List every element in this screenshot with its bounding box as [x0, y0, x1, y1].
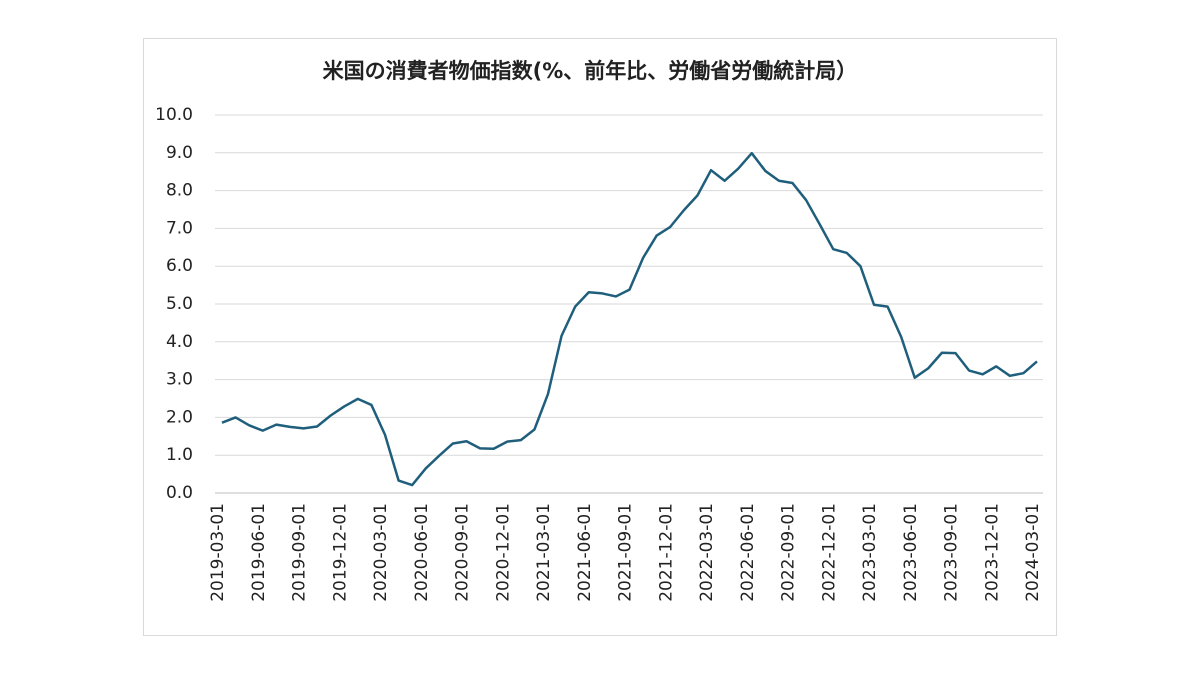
x-tick-label: 2023-03-01	[860, 503, 880, 602]
y-tick-label: 10.0	[155, 105, 193, 125]
x-tick-label: 2021-09-01	[616, 503, 636, 602]
y-tick-label: 2.0	[166, 407, 193, 427]
x-tick-label: 2019-09-01	[290, 503, 310, 602]
chart-title: 米国の消費者物価指数(%、前年比、労働省労働統計局）	[323, 59, 858, 83]
x-tick-label: 2022-03-01	[697, 503, 717, 602]
data-line	[221, 151, 1038, 487]
chart-frame	[143, 38, 1057, 636]
x-tick-label: 2019-03-01	[208, 503, 228, 602]
x-tick-label: 2020-06-01	[412, 503, 432, 602]
x-tick-label: 2021-12-01	[656, 503, 676, 602]
x-tick-label: 2023-12-01	[982, 503, 1002, 602]
x-tick-label: 2022-09-01	[779, 503, 799, 602]
x-tick-label: 2019-12-01	[330, 503, 350, 602]
y-tick-label: 1.0	[166, 445, 193, 465]
y-tick-label: 6.0	[166, 256, 193, 276]
x-tick-label: 2021-06-01	[575, 503, 595, 602]
x-tick-label: 2020-12-01	[493, 503, 513, 602]
y-tick-label: 7.0	[166, 218, 193, 238]
x-tick-label: 2020-03-01	[371, 503, 391, 602]
x-tick-label: 2021-03-01	[534, 503, 554, 602]
y-tick-label: 9.0	[166, 143, 193, 163]
x-tick-label: 2024-03-01	[1023, 503, 1043, 602]
y-tick-label: 4.0	[166, 332, 193, 352]
y-tick-label: 3.0	[166, 370, 193, 390]
x-tick-label: 2023-09-01	[942, 503, 962, 602]
x-tick-label: 2022-06-01	[738, 503, 758, 602]
x-tick-label: 2020-09-01	[453, 503, 473, 602]
x-tick-label: 2022-12-01	[819, 503, 839, 602]
y-tick-label: 5.0	[166, 294, 193, 314]
x-tick-label: 2023-06-01	[901, 503, 921, 602]
y-tick-label: 8.0	[166, 181, 193, 201]
y-tick-label: 0.0	[166, 483, 193, 503]
x-tick-label: 2019-06-01	[249, 503, 269, 602]
